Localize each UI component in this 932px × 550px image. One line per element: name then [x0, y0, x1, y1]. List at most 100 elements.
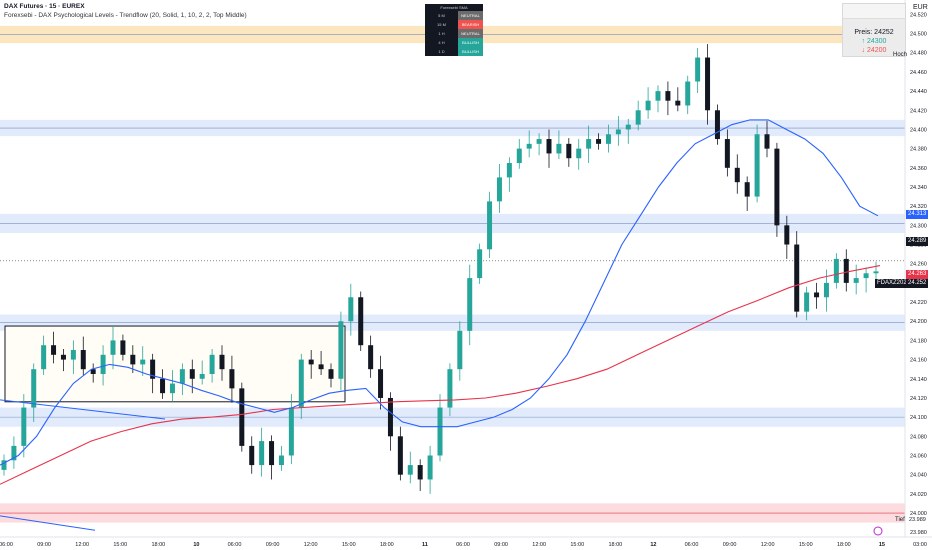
- x-tick-label: 15:00: [799, 542, 813, 548]
- candle-body: [179, 369, 185, 384]
- x-tick-label: 06:00: [0, 542, 13, 548]
- candle-body: [219, 354, 225, 370]
- x-tick-label: 09:00: [37, 542, 51, 548]
- y-tick-label: 24.160: [910, 358, 927, 364]
- candle-body: [764, 134, 770, 149]
- y-tick-label: 24.300: [910, 223, 927, 229]
- x-tick-label: 12: [650, 542, 656, 548]
- candle-body: [615, 129, 621, 135]
- sma-row-timeframe: 1 H: [438, 31, 445, 36]
- candle-body: [140, 359, 146, 365]
- x-tick-label: 11: [422, 542, 428, 548]
- candle-body: [51, 345, 57, 355]
- candle-body: [496, 177, 502, 202]
- candle-body: [635, 110, 641, 125]
- y-tick-label: 24.100: [910, 415, 927, 421]
- y-tick-label: 24.320: [910, 204, 927, 210]
- candle-body: [536, 139, 542, 144]
- candle-body: [714, 110, 720, 140]
- sma-trend-table: Forexsebi SMA 5 M NEUTRAL 15 M BEARISH 1…: [425, 4, 483, 56]
- candle-body: [318, 364, 324, 370]
- x-tick-label: 03:00: [913, 542, 927, 548]
- sma-table-title: Forexsebi SMA: [440, 5, 468, 10]
- candle-body: [754, 134, 760, 197]
- sma-row: 5 M NEUTRAL: [425, 11, 483, 20]
- price-widget-header: [843, 4, 905, 19]
- level-price-label: 24.289: [906, 237, 929, 246]
- candle-body: [823, 282, 829, 298]
- candle-body: [873, 271, 879, 274]
- x-tick-label: 12:00: [304, 542, 318, 548]
- candle-body: [259, 441, 265, 466]
- candle-body: [90, 369, 96, 374]
- candle-body: [278, 455, 284, 466]
- candle-body: [199, 373, 205, 379]
- candle-body: [387, 397, 393, 437]
- candle-body: [675, 100, 681, 106]
- x-tick-label: 18:00: [151, 542, 165, 548]
- x-tick-label: 15: [879, 542, 885, 548]
- candle-body: [596, 139, 602, 144]
- sma-row-status: BEARISH: [458, 20, 483, 29]
- candle-body: [437, 407, 443, 456]
- candle-body: [209, 354, 215, 374]
- candle-body: [556, 143, 562, 154]
- candle-body: [150, 359, 156, 379]
- candle-body: [229, 369, 235, 389]
- candle-body: [21, 407, 27, 446]
- candle-body: [576, 148, 582, 159]
- candle-body: [31, 369, 37, 408]
- x-tick-label: 15:00: [342, 542, 356, 548]
- y-tick-label: 24.000: [910, 511, 927, 517]
- candle-body: [457, 330, 463, 370]
- candle-body: [655, 91, 661, 101]
- x-tick-label: 18:00: [837, 542, 851, 548]
- candle-body: [70, 350, 76, 360]
- candle-body: [308, 359, 314, 365]
- candle-body: [427, 455, 433, 480]
- price-target-widget: Preis: 24252 ↑ 24300 ↓ 24200: [842, 3, 906, 57]
- candle-body: [130, 354, 136, 365]
- y-tick-label: 24.380: [910, 147, 927, 153]
- high-label: Hoch: [893, 52, 908, 58]
- sma-row-status: NEUTRAL: [458, 11, 483, 20]
- upper-target-text: ↑ 24300: [861, 38, 887, 45]
- x-tick-label: 12:00: [532, 542, 546, 548]
- candle-body: [853, 278, 859, 283]
- sma-red-line: [0, 265, 881, 485]
- candle-body: [814, 292, 820, 298]
- candle-body: [100, 354, 106, 374]
- candle-body: [269, 441, 275, 466]
- candle-body: [645, 100, 651, 111]
- candle-body: [467, 278, 473, 331]
- indicator-legend[interactable]: Forexsebi - DAX Psychological Levels - T…: [4, 12, 247, 19]
- sma-red-price-label: 24.263: [906, 270, 929, 279]
- y-tick-label: 24.120: [910, 396, 927, 402]
- sma-row-status: BULLISH: [458, 38, 483, 47]
- sma-row-status: BULLISH: [458, 47, 483, 56]
- candle-body: [11, 445, 17, 461]
- y-tick-label: 24.020: [910, 492, 927, 498]
- y-tick-label: 24.340: [910, 185, 927, 191]
- trendline: [0, 515, 96, 531]
- y-tick-label: 24.180: [910, 338, 927, 344]
- x-tick-label: 09:00: [723, 542, 737, 548]
- candle-body: [169, 383, 175, 394]
- candle-body: [288, 407, 294, 456]
- sma-row-status: NEUTRAL: [458, 29, 483, 38]
- sma-blue-line: [0, 119, 879, 466]
- last-price-label: 24.252: [906, 279, 929, 288]
- candle-body: [665, 91, 671, 101]
- candle-body: [586, 139, 592, 149]
- y-tick-label: 24.080: [910, 434, 927, 440]
- candle-body: [239, 388, 245, 446]
- low-value-label: 23.989: [908, 517, 927, 523]
- candle-body: [397, 436, 403, 475]
- candle-body: [605, 134, 611, 144]
- sma-row-timeframe: 4 H: [438, 40, 445, 45]
- candle-body: [60, 354, 66, 360]
- current-price-text: Preis: 24252: [854, 29, 894, 36]
- currency-label[interactable]: EUR: [913, 4, 928, 11]
